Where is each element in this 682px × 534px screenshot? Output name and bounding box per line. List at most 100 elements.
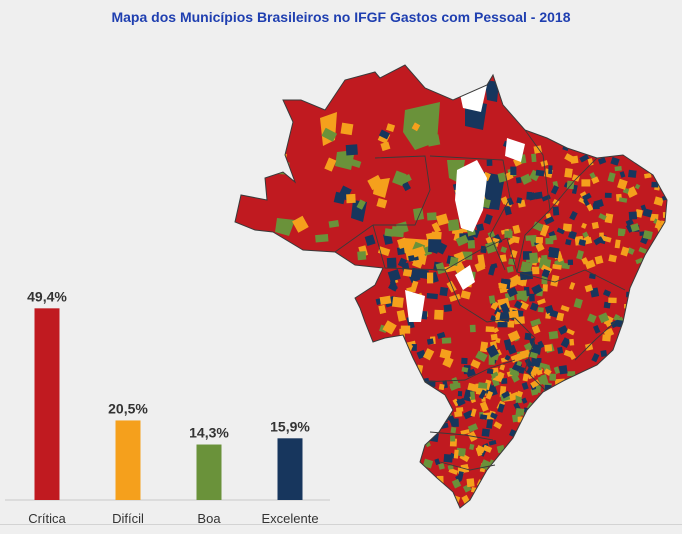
map-municipality (556, 312, 565, 322)
map-municipality (634, 365, 640, 373)
map-municipality (537, 298, 546, 306)
map-municipality (647, 360, 657, 366)
map-municipality (530, 365, 540, 376)
map-municipality (497, 172, 507, 183)
map-municipality (615, 367, 625, 378)
map-municipality (432, 391, 439, 399)
map-municipality (328, 219, 340, 228)
map-municipality (583, 198, 590, 207)
map-municipality (540, 409, 547, 417)
map-municipality (614, 239, 621, 249)
map-municipality (529, 302, 539, 312)
map-municipality (629, 349, 639, 356)
map-municipality (636, 156, 644, 164)
map-municipality (396, 246, 405, 256)
map-municipality (429, 405, 435, 412)
map-municipality (571, 174, 580, 182)
map-municipality (436, 407, 445, 415)
map-municipality (506, 197, 514, 206)
map-municipality (436, 331, 446, 339)
map-municipality (398, 378, 411, 390)
map-municipality (443, 304, 453, 312)
map-municipality (570, 155, 579, 164)
bar-value-label: 49,4% (27, 288, 67, 304)
map-municipality (517, 480, 527, 488)
map-municipality (545, 457, 552, 464)
map-municipality (515, 177, 522, 184)
map-municipality (469, 324, 476, 333)
map-municipality (545, 312, 551, 319)
map-municipality (624, 304, 631, 309)
map-municipality (552, 437, 560, 445)
map-municipality (661, 365, 667, 372)
map-nodata-region (455, 265, 475, 290)
map-municipality (658, 232, 667, 238)
map-municipality (324, 157, 337, 172)
map-municipality (650, 323, 656, 333)
map-municipality (549, 373, 557, 381)
map-municipality (516, 290, 528, 300)
map-municipality (455, 234, 469, 247)
map-municipality (490, 300, 500, 311)
map-municipality (543, 472, 551, 482)
brazil-map (234, 64, 668, 509)
map-municipality (379, 376, 391, 387)
map-municipality (428, 239, 442, 253)
map-municipality (629, 320, 641, 332)
map-municipality (504, 354, 511, 361)
map-municipality (524, 453, 530, 461)
map-municipality (523, 251, 532, 260)
map-municipality (654, 219, 662, 229)
map-municipality (387, 269, 401, 282)
map-municipality (608, 297, 617, 304)
map-municipality (567, 371, 576, 377)
map-municipality (492, 327, 499, 334)
map-municipality (470, 359, 481, 369)
map-municipality (553, 366, 560, 375)
map-municipality (629, 340, 640, 351)
map-municipality (378, 304, 387, 315)
map-municipality (411, 267, 420, 277)
map-municipality (634, 183, 641, 190)
map-municipality (590, 140, 600, 150)
map-municipality (504, 230, 513, 239)
map-municipality (431, 222, 441, 234)
map-municipality (628, 319, 634, 326)
map-municipality (442, 356, 454, 368)
map-municipality (512, 467, 520, 475)
map-municipality (411, 260, 423, 269)
map-municipality (651, 341, 662, 353)
map-municipality (510, 459, 522, 471)
map-municipality (501, 390, 511, 399)
map-municipality (357, 251, 367, 261)
map-municipality (426, 338, 434, 345)
map-municipality (413, 207, 425, 221)
map-municipality (657, 361, 666, 370)
map-municipality (410, 280, 419, 293)
map-municipality (402, 358, 414, 369)
map-municipality (579, 154, 590, 163)
map-nodata-region (505, 138, 525, 162)
map-municipality (646, 157, 657, 167)
map-municipality (657, 281, 667, 292)
map-municipality (382, 320, 397, 335)
map-municipality (546, 505, 554, 508)
map-municipality (430, 400, 437, 406)
map-municipality (446, 495, 455, 504)
map-municipality (530, 379, 541, 389)
map-municipality (378, 129, 390, 140)
map-municipality (497, 456, 505, 464)
map-municipality (545, 461, 554, 470)
map-municipality (423, 348, 435, 361)
map-municipality (537, 376, 545, 385)
map-municipality (630, 323, 639, 331)
map-municipality (539, 224, 550, 237)
map-region-boa (275, 218, 295, 236)
map-municipality (499, 364, 506, 371)
map-municipality (643, 338, 651, 346)
map-municipality (475, 447, 483, 457)
map-municipality (402, 361, 414, 373)
map-municipality (606, 358, 615, 365)
map-municipality (345, 144, 358, 156)
map-municipality (515, 395, 522, 403)
